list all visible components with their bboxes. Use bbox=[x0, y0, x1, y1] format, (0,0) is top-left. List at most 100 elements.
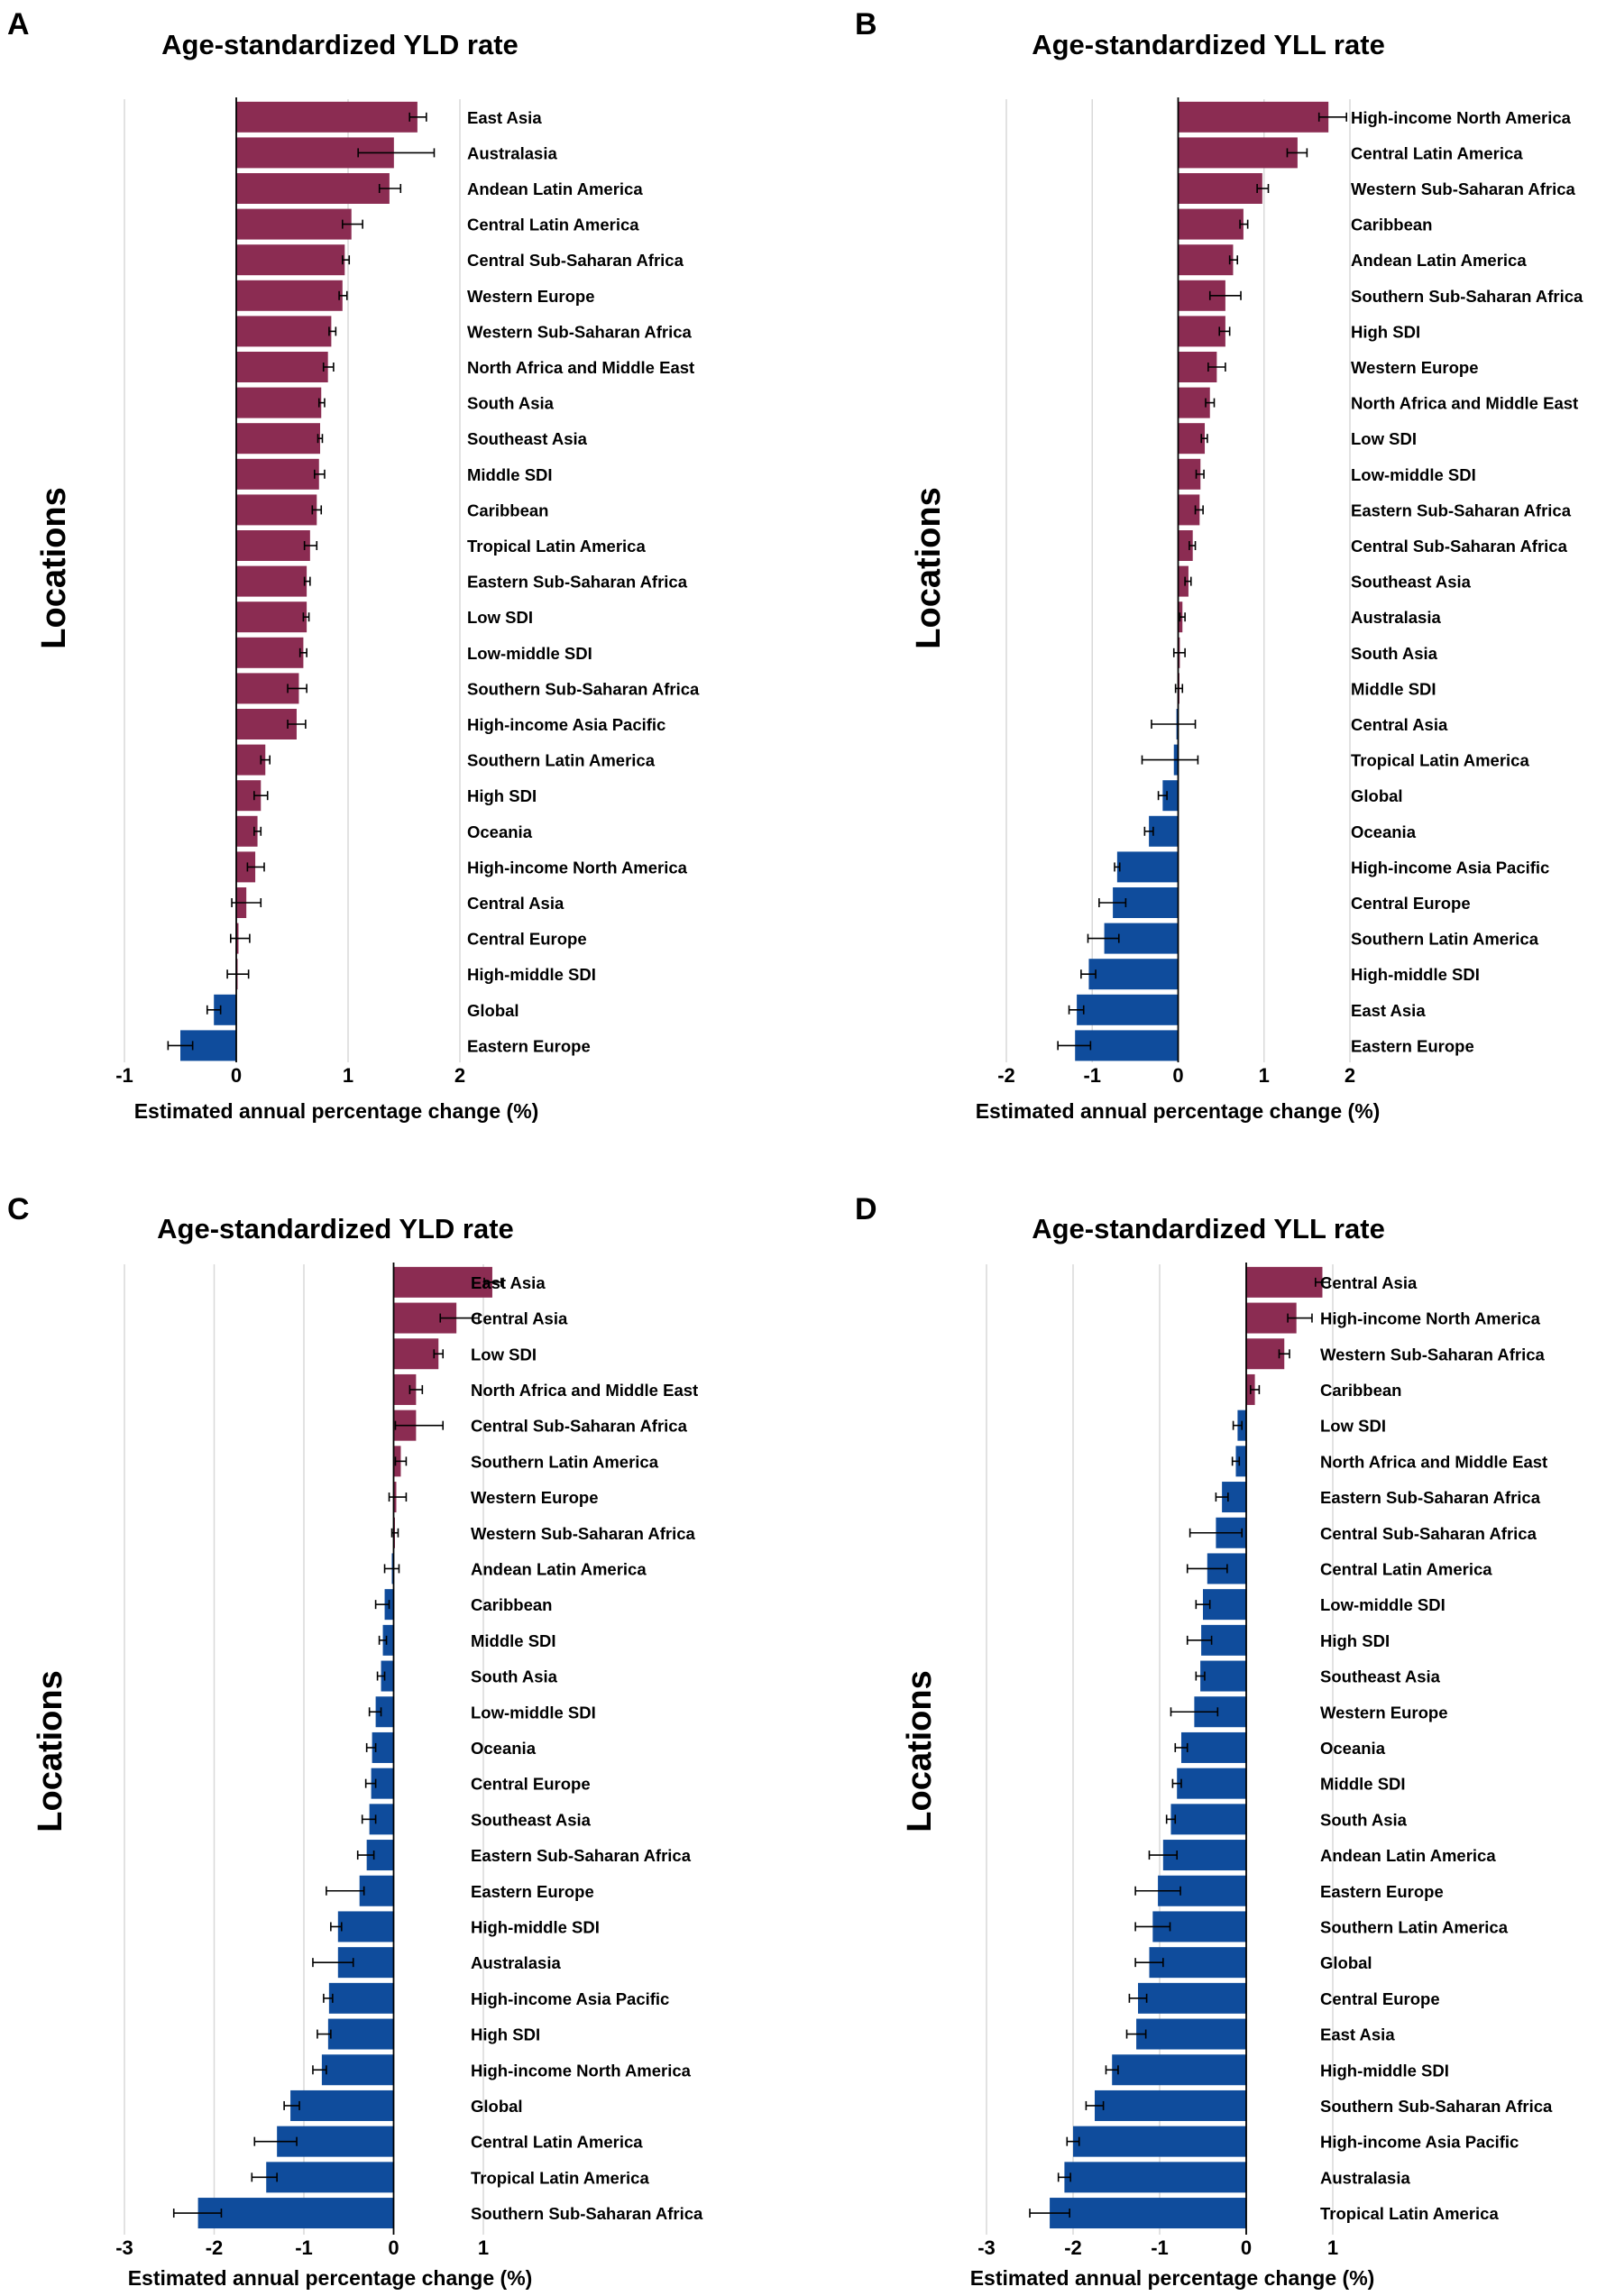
category-label: Tropical Latin America bbox=[467, 537, 646, 556]
category-label: Oceania bbox=[471, 1739, 537, 1758]
category-label: Western Europe bbox=[471, 1488, 599, 1507]
x-tick-label: 1 bbox=[343, 1064, 353, 1087]
category-label: Central Latin America bbox=[1351, 143, 1523, 162]
bar bbox=[236, 244, 345, 276]
category-label: Central Latin America bbox=[467, 216, 639, 234]
category-label: Andean Latin America bbox=[467, 179, 643, 198]
bar bbox=[236, 458, 319, 490]
category-label: High-middle SDI bbox=[1351, 965, 1480, 984]
y-axis-label: Locations bbox=[32, 1670, 69, 1832]
category-label: High-income Asia Pacific bbox=[1351, 858, 1549, 877]
bar bbox=[1178, 137, 1298, 169]
bar bbox=[1246, 1338, 1285, 1370]
y-axis-label: Locations bbox=[901, 1670, 939, 1832]
category-label: Global bbox=[467, 1001, 519, 1020]
category-label: High SDI bbox=[1320, 1631, 1390, 1650]
y-axis-label: Locations bbox=[910, 487, 948, 648]
category-label: Oceania bbox=[1351, 822, 1417, 841]
category-label: East Asia bbox=[467, 108, 542, 127]
category-label: Southern Latin America bbox=[1351, 930, 1539, 949]
category-label: Central Latin America bbox=[471, 2133, 643, 2152]
x-tick-label: -3 bbox=[977, 2236, 996, 2259]
category-label: Western Sub-Saharan Africa bbox=[1320, 1345, 1546, 1364]
bar bbox=[1178, 173, 1262, 204]
category-label: Western Europe bbox=[1320, 1703, 1448, 1722]
category-label: Southern Latin America bbox=[471, 1452, 659, 1471]
category-label: Australasia bbox=[471, 1953, 561, 1972]
bar bbox=[236, 709, 297, 739]
x-tick-label: 1 bbox=[478, 2236, 489, 2259]
category-label: Middle SDI bbox=[471, 1631, 556, 1650]
x-tick-label: 0 bbox=[1172, 1064, 1183, 1087]
bar bbox=[1178, 565, 1189, 597]
category-label: Central Europe bbox=[471, 1775, 591, 1794]
bar bbox=[1178, 530, 1193, 561]
bar bbox=[359, 1875, 394, 1906]
category-label: Caribbean bbox=[1320, 1381, 1401, 1400]
bar bbox=[1050, 2198, 1246, 2229]
category-label: Central Asia bbox=[467, 894, 564, 913]
x-tick-label: -1 bbox=[1083, 1064, 1101, 1087]
bar bbox=[1178, 244, 1234, 276]
bar bbox=[266, 2162, 394, 2193]
category-label: Low-middle SDI bbox=[1320, 1595, 1446, 1614]
bar bbox=[1138, 1982, 1246, 2014]
x-axis-label: Estimated annual percentage change (%) bbox=[976, 1099, 1381, 1123]
bar bbox=[393, 1338, 439, 1370]
category-label: Caribbean bbox=[471, 1595, 552, 1614]
category-label: Central Sub-Saharan Africa bbox=[1320, 1524, 1537, 1543]
category-label: Low SDI bbox=[467, 608, 533, 627]
category-label: High-income North America bbox=[1351, 108, 1572, 127]
category-label: North Africa and Middle East bbox=[1320, 1452, 1547, 1471]
category-label: Global bbox=[471, 2097, 523, 2116]
chart-title: Age-standardized YLD rate bbox=[157, 1213, 514, 1244]
bar bbox=[382, 1624, 394, 1656]
category-label: Oceania bbox=[467, 822, 533, 841]
panel-a: A Age-standardized YLD rate Locations East … bbox=[7, 7, 700, 1123]
bar bbox=[1178, 208, 1244, 240]
x-tick-label: 0 bbox=[231, 1064, 242, 1087]
category-label: Southern Sub-Saharan Africa bbox=[467, 679, 700, 698]
category-label: Tropical Latin America bbox=[1320, 2204, 1499, 2223]
category-label: Western Sub-Saharan Africa bbox=[1351, 179, 1576, 198]
category-label: Southern Sub-Saharan Africa bbox=[471, 2204, 703, 2223]
x-tick-label: 1 bbox=[1327, 2236, 1338, 2259]
category-label: South Asia bbox=[1320, 1810, 1408, 1829]
category-label: High SDI bbox=[467, 786, 537, 805]
bar bbox=[1178, 387, 1210, 418]
category-label: Tropical Latin America bbox=[1351, 751, 1529, 770]
category-label: Central Europe bbox=[1351, 894, 1471, 913]
bar bbox=[375, 1696, 394, 1728]
category-label: Southern Latin America bbox=[1320, 1917, 1509, 1936]
bar bbox=[327, 2018, 394, 2050]
category-label: Caribbean bbox=[1351, 216, 1432, 234]
category-label: Global bbox=[1320, 1953, 1372, 1972]
x-tick-label: -2 bbox=[206, 2236, 224, 2259]
category-label: Low-middle SDI bbox=[467, 644, 592, 663]
bar bbox=[1177, 1768, 1246, 1799]
category-label: Low SDI bbox=[471, 1345, 537, 1364]
category-label: Southeast Asia bbox=[1351, 573, 1472, 592]
bar bbox=[1178, 494, 1200, 526]
bar bbox=[236, 423, 320, 455]
bar bbox=[1178, 101, 1329, 133]
chart-title: Age-standardized YLD rate bbox=[161, 29, 519, 60]
category-label: Eastern Europe bbox=[1320, 1882, 1444, 1901]
category-label: Low-middle SDI bbox=[1351, 465, 1476, 484]
x-tick-label: 2 bbox=[1345, 1064, 1355, 1087]
bar bbox=[337, 1911, 394, 1942]
bar bbox=[197, 2198, 394, 2229]
bar bbox=[372, 1731, 394, 1763]
category-label: Global bbox=[1351, 786, 1403, 805]
category-label: High-middle SDI bbox=[467, 965, 596, 984]
category-label: Southeast Asia bbox=[1320, 1667, 1441, 1686]
bar bbox=[1088, 959, 1179, 990]
category-label: Middle SDI bbox=[1351, 679, 1436, 698]
category-label: High-income North America bbox=[1320, 1309, 1541, 1328]
category-label: Central Europe bbox=[467, 930, 587, 949]
category-label: Western Sub-Saharan Africa bbox=[471, 1524, 696, 1543]
category-label: High-income North America bbox=[467, 858, 688, 877]
category-label: Southeast Asia bbox=[467, 429, 588, 448]
category-label: North Africa and Middle East bbox=[467, 358, 694, 377]
